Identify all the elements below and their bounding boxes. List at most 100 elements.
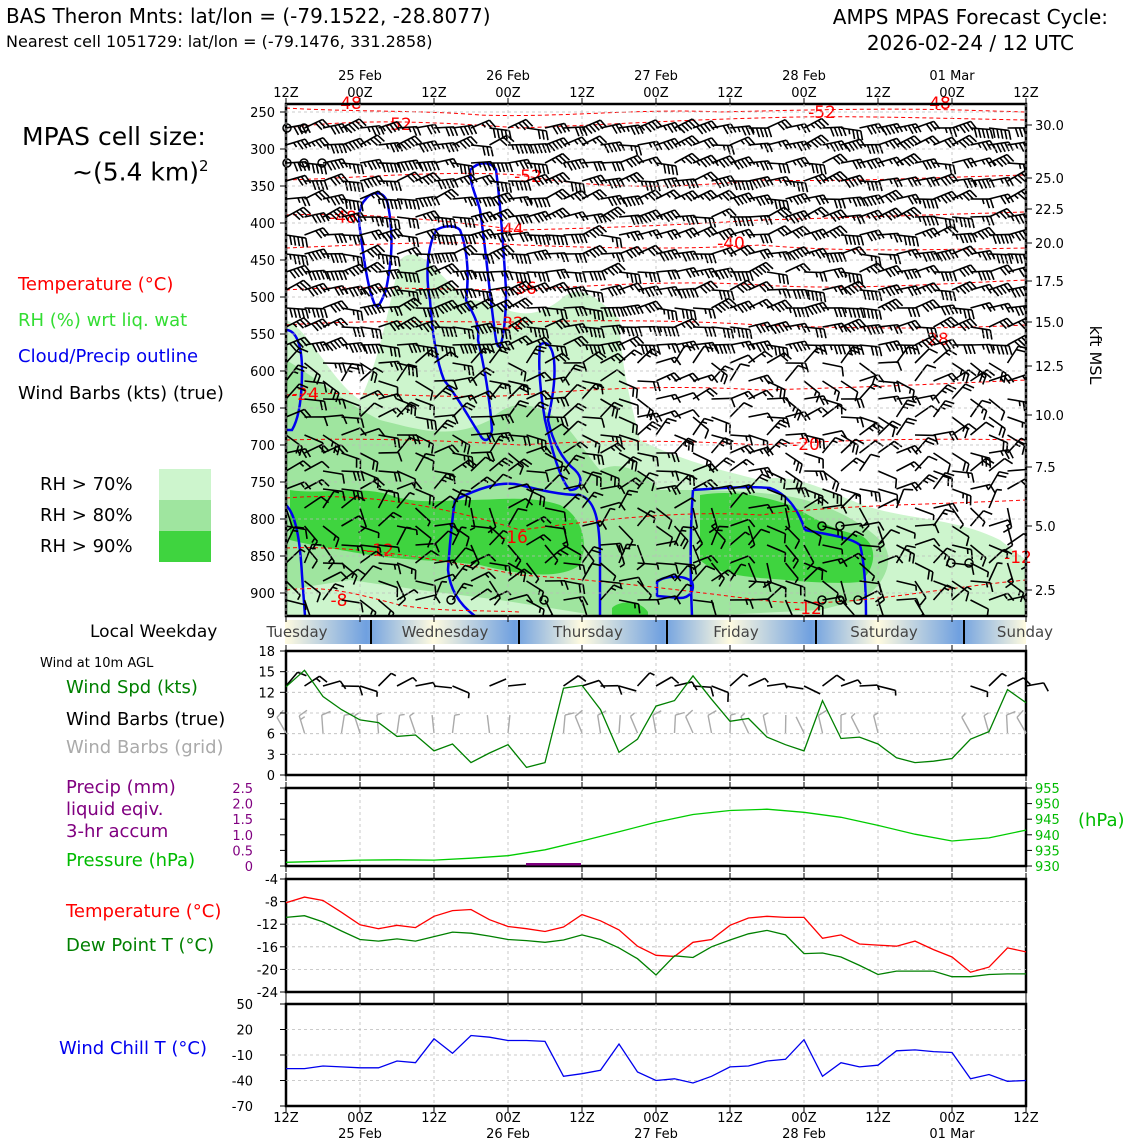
wind-barb-staff (711, 289, 732, 292)
wind-barb-staff (637, 398, 654, 412)
wind-barb-staff (895, 417, 909, 436)
wind-barb-staff (673, 714, 677, 734)
wind-barb-staff (359, 470, 379, 480)
wind-barb-flag (755, 178, 762, 188)
wind-barb-flag (311, 537, 316, 544)
wind-barb-flag (741, 342, 745, 348)
wind-barb-staff (729, 444, 749, 454)
wind-barb-staff (415, 140, 436, 146)
wind-barb-flag (300, 548, 306, 553)
wind-barb-flag (978, 372, 984, 383)
wind-barb-flag (822, 194, 830, 204)
legend-cloud: Cloud/Precip outline (18, 346, 199, 367)
wind-barb-staff (951, 525, 970, 538)
wind-barb-flag (656, 381, 661, 392)
wind-barb-staff (784, 562, 799, 580)
wind-barb-flag (519, 215, 525, 225)
wind-barb-staff (914, 580, 927, 599)
wind-barb-flag (670, 210, 678, 220)
wind-barb-flag (433, 265, 441, 274)
wind-barb-flag (637, 282, 645, 292)
wind-barb-flag (508, 270, 514, 281)
wind-barb-staff (785, 322, 806, 328)
wind-barb-flag (574, 405, 584, 412)
wind-barb-flag (671, 452, 676, 463)
wind-barb-flag (579, 441, 589, 449)
wind-barb-flag (932, 335, 941, 344)
wind-barb-staff (431, 715, 435, 734)
wind-barb-flag (1038, 289, 1042, 298)
wind-barb-staff (896, 285, 917, 291)
wind-barb-flag (367, 305, 374, 316)
wind-barb-flag (725, 209, 734, 218)
wind-barb-flag (412, 273, 417, 283)
calm-markers (282, 123, 974, 605)
wind-barb-flag (888, 286, 896, 296)
wind-barb-staff (914, 562, 934, 573)
wind-barb-flag (707, 138, 715, 148)
wind-barb-flag (782, 251, 788, 262)
wind-barb-staff (526, 127, 547, 132)
wind-barb-staff (359, 158, 380, 164)
wind-barb-flag (449, 126, 455, 137)
wind-barb-staff (729, 244, 749, 255)
wind-barb-flag (1018, 254, 1023, 264)
wind-barb-flag (896, 123, 904, 133)
time-tick-label: 12Z (273, 86, 299, 101)
wind-barb-flag (804, 193, 811, 202)
wind-barb-flag (854, 282, 863, 291)
wind-barb-flag (352, 255, 355, 262)
wind-barb-flag (619, 252, 625, 262)
wind-barb-flag (625, 177, 631, 183)
wind-barb-staff (988, 193, 1009, 200)
wind-barb-staff (914, 250, 935, 255)
wind-barb-flag (492, 234, 497, 240)
wind-barb-staff (359, 544, 380, 549)
wind-barb-staff (655, 676, 672, 687)
wind-barb-flag (445, 252, 451, 263)
date-label: 28 Feb (782, 1127, 826, 1140)
wind-barb-staff (822, 126, 843, 129)
wind-barb-flag (910, 137, 919, 145)
wind-barb-flag (891, 420, 902, 427)
wind-barb-staff (341, 362, 362, 366)
wind-barb-flag (619, 161, 625, 172)
wind-barb-staff (673, 565, 689, 582)
wind-barb-staff (951, 580, 970, 593)
wind-barb-flag (932, 299, 941, 308)
wind-barb-flag (721, 301, 730, 310)
wind-barb-flag (399, 713, 405, 716)
wind-barb-staff (563, 233, 584, 236)
wind-barb-flag (613, 584, 623, 590)
wind-barb-flag (321, 442, 324, 453)
wind-barb-flag (851, 249, 857, 255)
wind-barb-flag (348, 235, 352, 241)
wind-barb-flag (367, 161, 374, 171)
wind-barb-flag (740, 194, 748, 204)
wind-barb-flag (500, 162, 506, 173)
wind-barb-flag (896, 265, 904, 274)
wind-barb-flag (422, 307, 428, 318)
wind-barb-flag (354, 712, 360, 717)
calm-circle (964, 558, 974, 568)
wind-barb-flag (562, 318, 571, 327)
wind-barb-flag (323, 383, 328, 393)
wind-barb-staff (563, 441, 581, 454)
wind-barb-flag (866, 325, 873, 336)
wind-barb-flag (370, 285, 378, 295)
wind-barb-flag (958, 194, 964, 200)
wind-barb-staff (544, 268, 565, 273)
wind-barb-flag (490, 451, 496, 462)
wind-barb-flag (447, 264, 456, 273)
pressure-tick-label: 900 (250, 587, 275, 602)
wind-barb-flag (548, 235, 551, 241)
wind-barb-staff (711, 175, 732, 182)
wind-barb-flag (644, 304, 652, 314)
wind-barb-staff (784, 364, 799, 382)
wind-barb-flag (582, 306, 588, 316)
wind-barb-flag (840, 209, 848, 218)
wind-barb-flag (788, 215, 796, 224)
wind-barb-staff (766, 416, 788, 420)
wind-barb-flag (467, 377, 472, 384)
wind-barb-flag (408, 199, 413, 210)
